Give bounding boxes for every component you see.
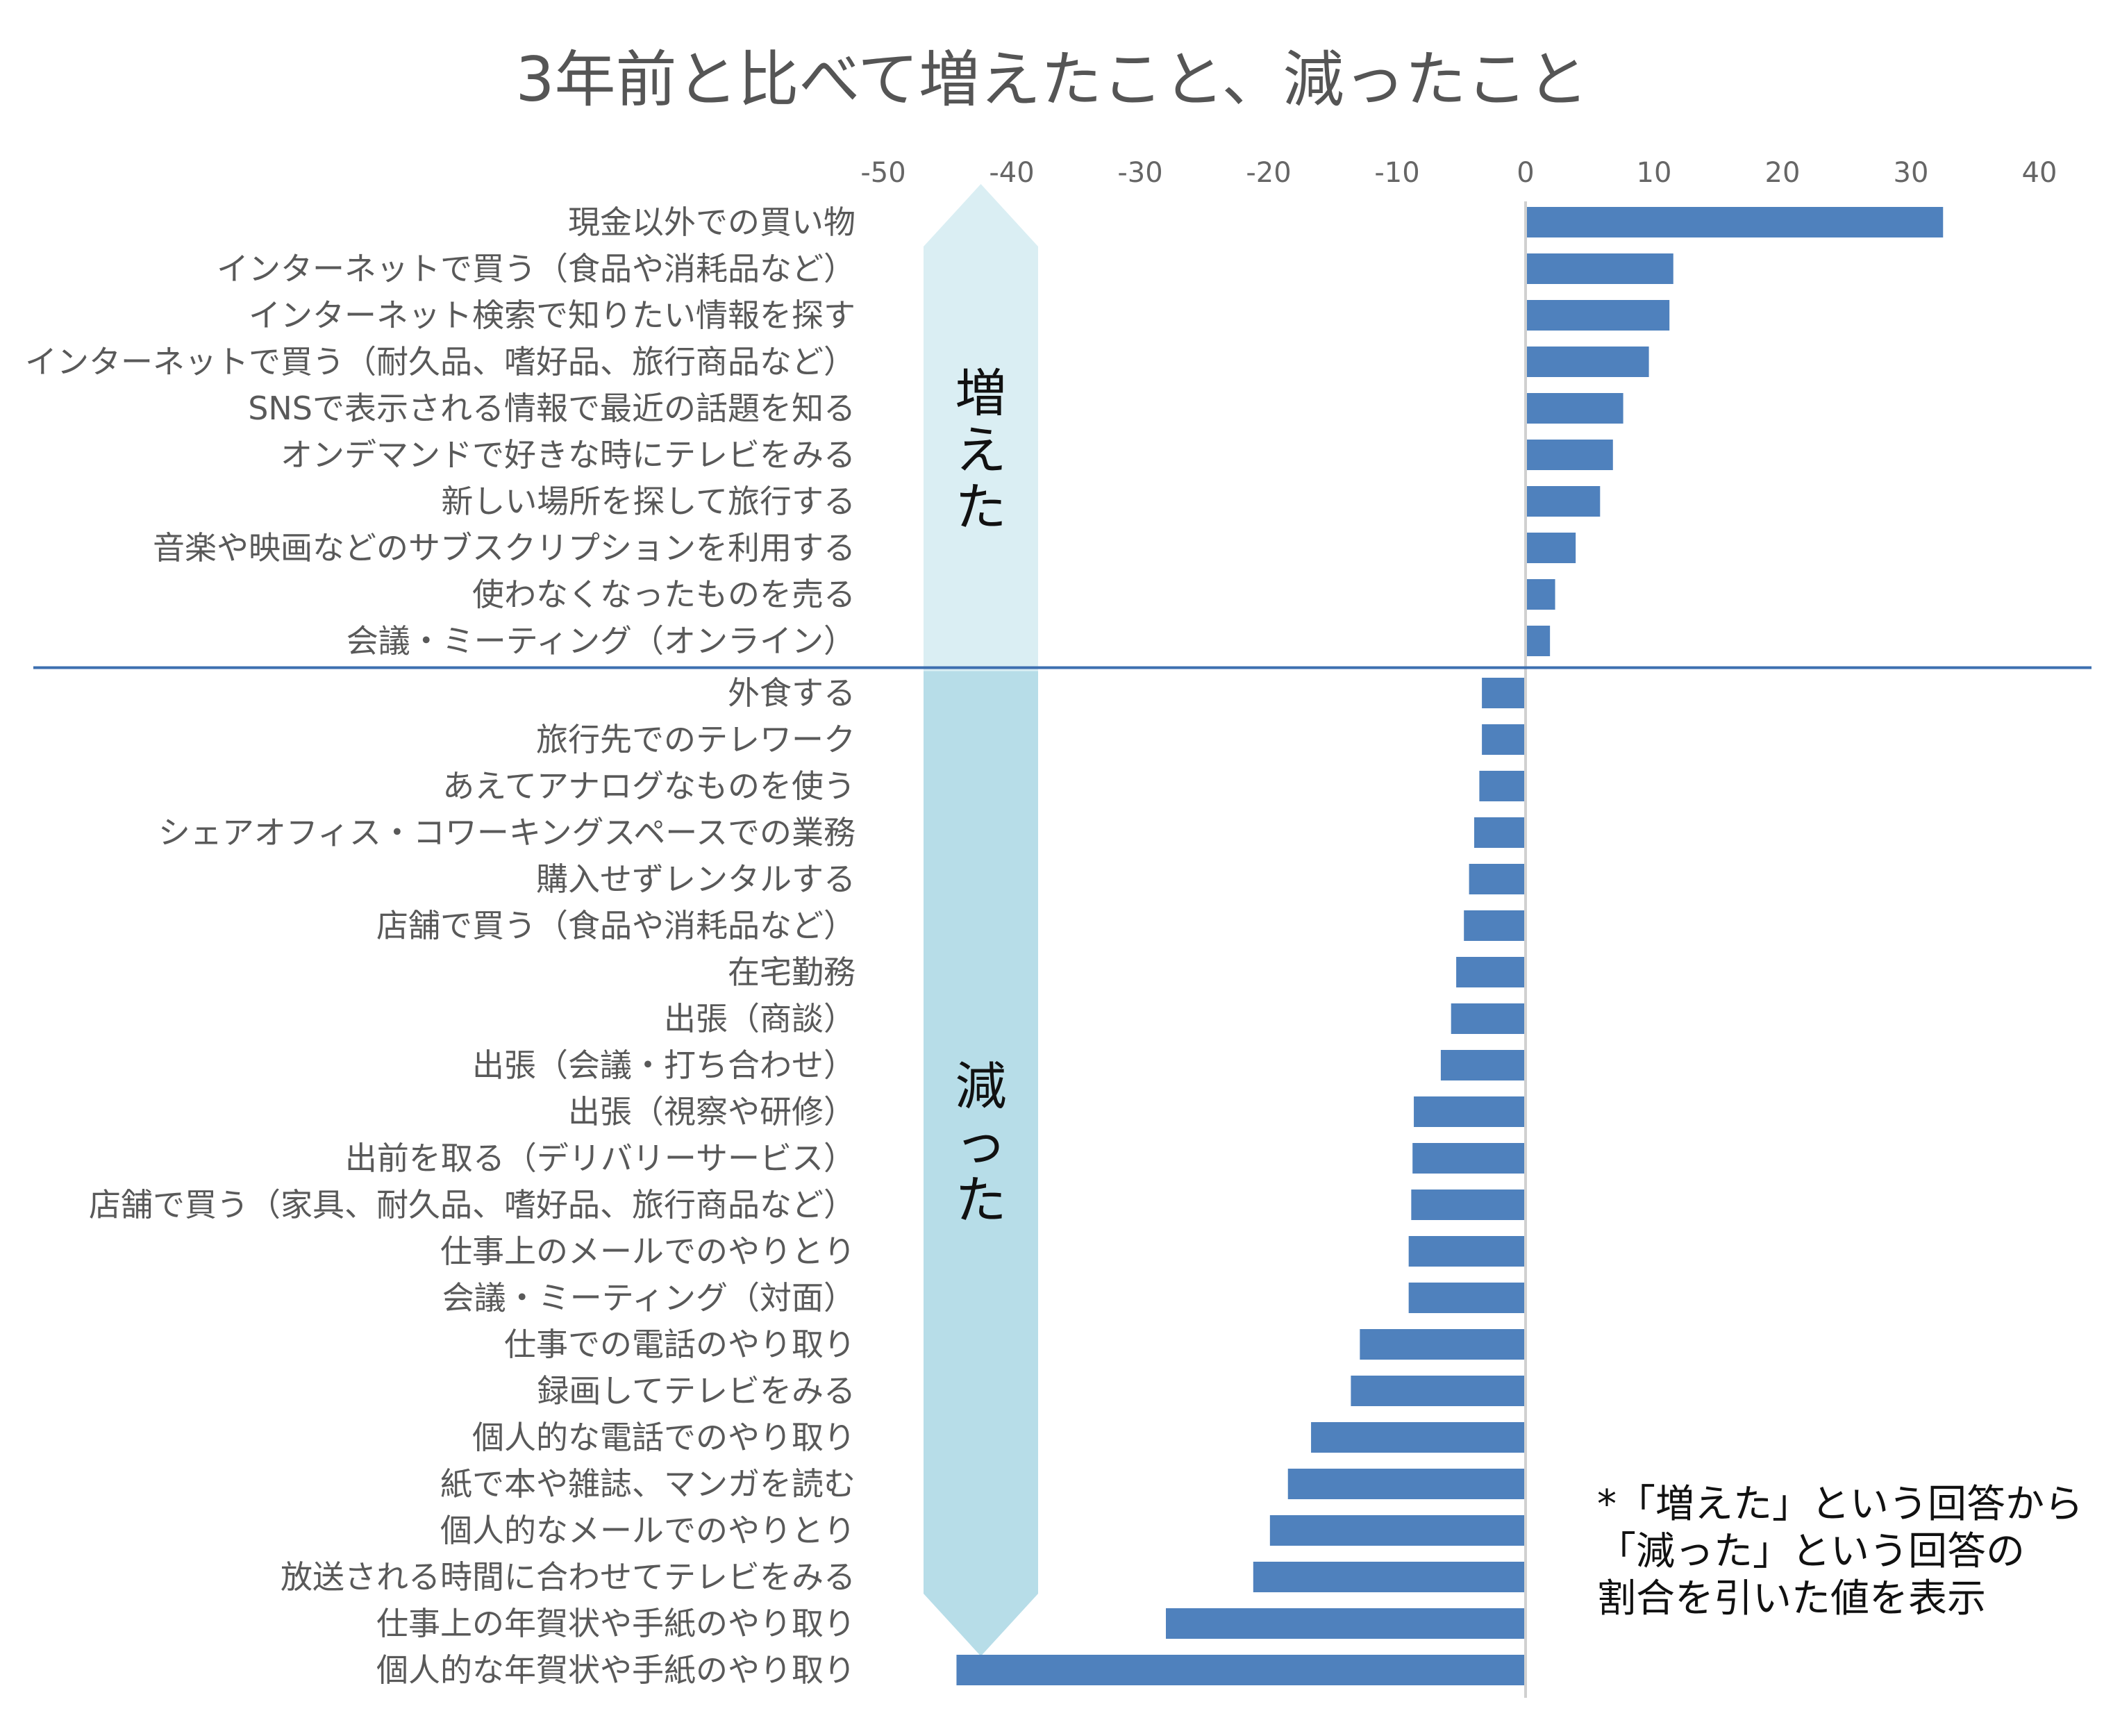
bar: [1526, 347, 1649, 377]
bar: [1526, 486, 1601, 517]
bar: [1287, 1469, 1526, 1499]
bar: [956, 1655, 1526, 1685]
category-label: SNSで表示される情報で最近の話題を知る: [248, 390, 855, 427]
category-label: インターネットで買う（耐久品、嗜好品、旅行商品など）: [25, 343, 855, 381]
bar: [1414, 1096, 1526, 1127]
bar: [1464, 910, 1526, 941]
category-label: 仕事での電話のやり取り: [504, 1326, 855, 1363]
x-tick-label: -40: [989, 157, 1034, 189]
category-label: あえてアナログなものを使う: [442, 767, 855, 805]
category-label: インターネットで買う（食品や消耗品など）: [217, 250, 855, 287]
increase-arrow-shape: [924, 184, 1038, 675]
footnote: *「増えた」という回答から「減った」という回答の割合を引いた値を表示: [1597, 1482, 2083, 1621]
chart-title: 3年前と比べて増えたこと、減ったこと: [516, 44, 1589, 115]
x-tick-label: -10: [1374, 157, 1419, 189]
category-label: 紙で本や雑誌、マンガを読む: [440, 1465, 855, 1503]
x-tick-label: -30: [1117, 157, 1162, 189]
bar: [1526, 300, 1670, 331]
bar: [1482, 724, 1526, 755]
bar: [1526, 207, 1944, 237]
category-label: 店舗で買う（家具、耐久品、嗜好品、旅行商品など）: [89, 1186, 855, 1224]
category-label: 店舗で買う（食品や消耗品など）: [376, 907, 855, 944]
bar: [1451, 1003, 1526, 1034]
category-label: 録画してテレビをみる: [537, 1372, 855, 1410]
increase-arrow-label: 増えた: [955, 364, 1007, 537]
category-label: 使わなくなったものを売る: [472, 576, 855, 613]
bars: [956, 207, 1944, 1685]
category-label: 放送される時間に合わせてテレビをみる: [281, 1558, 855, 1596]
category-label: 新しい場所を探して旅行する: [441, 483, 855, 520]
category-label: 音楽や映画などのサブスクリプションを利用する: [153, 529, 855, 567]
x-axis-ticks: -50 -40 -30 -20 -10 0 10 20 30 40: [860, 157, 2057, 189]
x-tick-label: 30: [1894, 157, 1929, 189]
category-label: 会議・ミーティング（オンライン）: [347, 622, 855, 660]
bar: [1360, 1329, 1526, 1360]
bar: [1482, 678, 1526, 708]
bar: [1269, 1515, 1526, 1546]
bar: [1526, 440, 1613, 470]
category-label: 出張（視察や研修）: [568, 1093, 855, 1130]
category-label: インターネット検索で知りたい情報を探す: [249, 297, 855, 334]
bar: [1526, 626, 1551, 656]
category-label: シェアオフィス・コワーキングスペースでの業務: [158, 814, 855, 851]
bar: [1408, 1236, 1526, 1267]
category-label: 出張（商談）: [664, 1000, 855, 1037]
bar: [1412, 1143, 1526, 1174]
bar: [1526, 253, 1673, 284]
category-label: オンデマンドで好きな時にテレビをみる: [281, 436, 855, 474]
category-label: 出前を取る（デリバリーサービス）: [345, 1140, 855, 1177]
bar: [1351, 1376, 1526, 1406]
bar: [1479, 771, 1526, 801]
bar: [1253, 1562, 1526, 1592]
category-label: 出張（会議・打ち合わせ）: [472, 1046, 855, 1084]
category-label: 在宅勤務: [728, 953, 855, 991]
x-tick-label: 10: [1637, 157, 1672, 189]
bar: [1456, 957, 1526, 987]
bar: [1440, 1050, 1526, 1080]
bar: [1526, 579, 1555, 610]
x-tick-label: 20: [1765, 157, 1801, 189]
category-label: 外食する: [728, 674, 855, 712]
category-label: 仕事上のメールでのやりとり: [440, 1233, 855, 1270]
category-label: 個人的な年賀状や手紙のやり取り: [376, 1651, 855, 1689]
bar: [1408, 1283, 1526, 1313]
category-label: 購入せずレンタルする: [536, 860, 855, 898]
category-label: 個人的な電話でのやり取り: [472, 1419, 855, 1456]
decrease-arrow-shape: [924, 671, 1038, 1656]
bar: [1474, 817, 1526, 848]
category-label: 現金以外での買い物: [568, 203, 855, 241]
category-label: 仕事上の年賀状や手紙のやり取り: [376, 1605, 855, 1642]
x-tick-label: 0: [1517, 157, 1534, 189]
bar: [1311, 1422, 1526, 1453]
x-tick-label: -50: [860, 157, 905, 189]
bar: [1166, 1608, 1526, 1639]
x-tick-label: 40: [2022, 157, 2057, 189]
bar: [1526, 393, 1623, 424]
bar: [1526, 533, 1576, 563]
x-tick-label: -20: [1246, 157, 1291, 189]
category-label: 個人的なメールでのやりとり: [440, 1512, 855, 1549]
bar: [1469, 864, 1526, 894]
category-label: 会議・ミーティング（対面）: [442, 1279, 855, 1317]
bar: [1411, 1190, 1526, 1220]
category-label: 旅行先でのテレワーク: [536, 721, 855, 758]
decrease-arrow-label: 減った: [955, 1057, 1007, 1230]
